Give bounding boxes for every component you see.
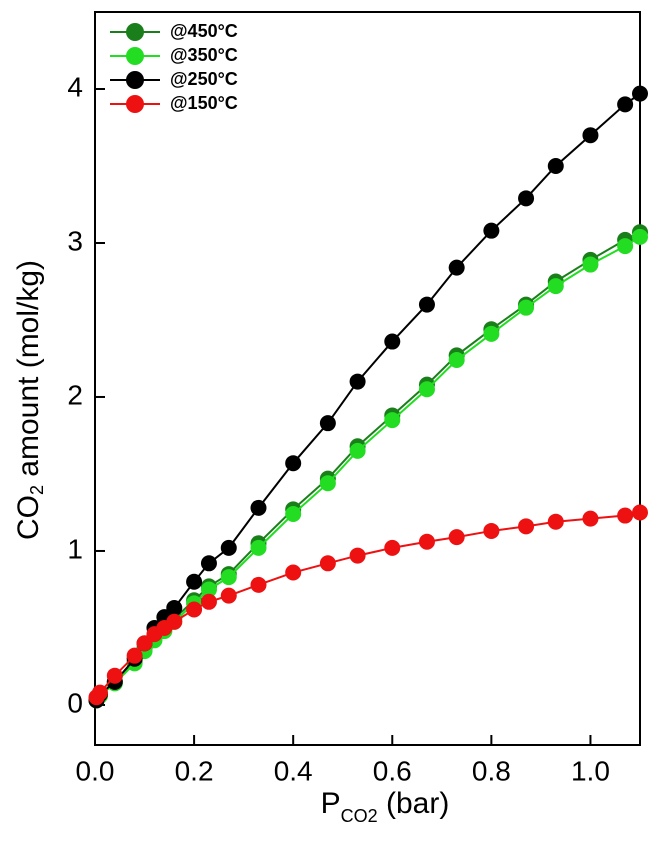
series-line	[95, 231, 641, 701]
data-point	[349, 547, 366, 564]
x-label-rest: (bar)	[378, 787, 450, 820]
x-tick-label: 0.8	[472, 755, 511, 786]
y-label-sub: 2	[27, 485, 47, 495]
data-point	[632, 85, 648, 102]
data-point	[448, 259, 465, 276]
data-point	[518, 518, 535, 535]
data-point	[582, 256, 599, 273]
data-point	[349, 373, 366, 390]
x-tick-label: 0.2	[175, 755, 214, 786]
data-point	[483, 222, 500, 239]
data-point	[166, 613, 183, 630]
data-point	[418, 296, 435, 313]
data-point	[285, 564, 302, 581]
data-point	[547, 278, 564, 295]
x-tick-label: 0.4	[274, 755, 313, 786]
data-point	[126, 647, 143, 664]
legend-marker	[126, 47, 144, 65]
data-point	[250, 499, 267, 516]
data-point	[617, 507, 634, 524]
data-point	[448, 352, 465, 369]
x-tick-label: 0.0	[76, 755, 115, 786]
x-label-sub: CO2	[341, 806, 378, 826]
data-point	[418, 381, 435, 398]
legend-marker	[126, 23, 144, 41]
x-tick-label: 1.0	[571, 755, 610, 786]
y-tick-label: 4	[67, 71, 83, 102]
data-point	[186, 601, 203, 618]
x-tick-label: 0.6	[373, 755, 412, 786]
data-point	[448, 529, 465, 546]
y-label-main: CO	[12, 495, 45, 540]
y-tick-label: 1	[67, 533, 83, 564]
data-point	[106, 667, 123, 684]
legend-label: @250°C	[170, 69, 238, 89]
data-point	[547, 157, 564, 174]
data-point	[200, 593, 217, 610]
plot-frame	[94, 11, 641, 746]
data-point	[483, 522, 500, 539]
data-point	[632, 504, 648, 521]
data-point	[547, 513, 564, 530]
data-point	[582, 510, 599, 527]
data-point	[617, 238, 634, 255]
legend-label: @350°C	[170, 45, 238, 65]
data-point	[632, 228, 648, 245]
y-tick-label: 3	[67, 225, 83, 256]
data-point	[349, 442, 366, 459]
legend-marker	[126, 95, 144, 113]
data-point	[582, 127, 599, 144]
data-point	[220, 569, 237, 586]
data-point	[220, 539, 237, 556]
legend-marker	[126, 71, 144, 89]
data-point	[250, 576, 267, 593]
legend-label: @150°C	[170, 93, 238, 113]
y-tick-label: 2	[67, 379, 83, 410]
data-point	[186, 573, 203, 590]
data-point	[483, 325, 500, 342]
data-point	[319, 415, 336, 432]
x-axis-label: PCO2 (bar)	[321, 787, 450, 826]
y-tick-label: 0	[67, 687, 83, 718]
data-point	[319, 475, 336, 492]
data-point	[617, 96, 634, 113]
data-point	[200, 555, 217, 572]
legend-label: @450°C	[170, 21, 238, 41]
data-point	[518, 299, 535, 316]
data-point	[166, 599, 183, 616]
data-point	[418, 533, 435, 550]
y-label-rest: amount (mol/kg)	[12, 260, 45, 485]
data-point	[285, 455, 302, 472]
data-point	[518, 190, 535, 207]
data-point	[384, 412, 401, 429]
data-point	[220, 587, 237, 604]
series-line	[95, 235, 641, 701]
y-axis-label: CO2 amount (mol/kg)	[12, 260, 47, 540]
data-point	[319, 555, 336, 572]
data-point	[384, 539, 401, 556]
data-point	[91, 684, 108, 701]
x-label-main: P	[321, 787, 341, 820]
data-point	[285, 506, 302, 523]
data-point	[200, 581, 217, 598]
data-point	[250, 539, 267, 556]
data-point	[384, 333, 401, 350]
